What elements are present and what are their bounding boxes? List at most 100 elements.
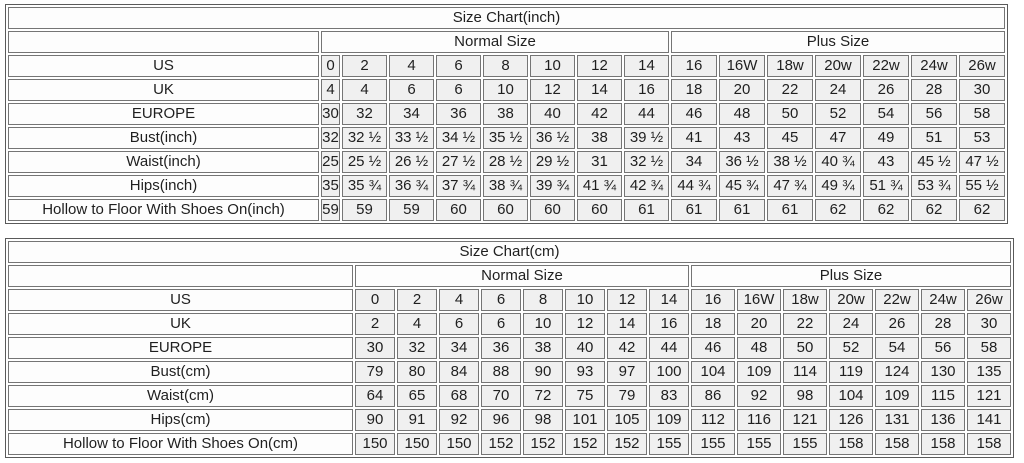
size-value-cell: 26w: [959, 55, 1005, 77]
size-value-cell: 48: [737, 337, 781, 359]
size-value-cell: 38 ½: [767, 151, 813, 173]
size-value-cell: 12: [530, 79, 575, 101]
size-value-cell: 98: [783, 385, 827, 407]
size-value-cell: 131: [875, 409, 919, 431]
size-value-cell: 96: [481, 409, 521, 431]
size-value-cell: 109: [737, 361, 781, 383]
size-value-cell: 150: [397, 433, 437, 455]
row-label: Hips(inch): [8, 175, 319, 197]
size-value-cell: 56: [921, 337, 965, 359]
corner-cell: [8, 265, 353, 287]
size-value-cell: 40: [565, 337, 605, 359]
size-value-cell: 16: [649, 313, 689, 335]
normal-size-header: Normal Size: [321, 31, 669, 53]
size-value-cell: 36: [436, 103, 481, 125]
size-value-cell: 52: [815, 103, 861, 125]
size-value-cell: 34: [439, 337, 479, 359]
size-value-cell: 51 ¾: [863, 175, 909, 197]
size-value-cell: 92: [737, 385, 781, 407]
size-value-cell: 36 ½: [530, 127, 575, 149]
size-value-cell: 59: [389, 199, 434, 221]
size-value-cell: 36: [481, 337, 521, 359]
size-value-cell: 60: [530, 199, 575, 221]
size-value-cell: 6: [436, 55, 481, 77]
size-value-cell: 109: [649, 409, 689, 431]
size-value-cell: 83: [649, 385, 689, 407]
size-value-cell: 38: [483, 103, 528, 125]
size-value-cell: 14: [649, 289, 689, 311]
size-value-cell: 55 ½: [959, 175, 1005, 197]
size-value-cell: 2: [342, 55, 387, 77]
size-value-cell: 2: [355, 313, 395, 335]
size-value-cell: 14: [577, 79, 622, 101]
size-value-cell: 150: [355, 433, 395, 455]
size-value-cell: 6: [481, 313, 521, 335]
size-value-cell: 115: [921, 385, 965, 407]
size-value-cell: 60: [436, 199, 481, 221]
size-value-cell: 32: [321, 127, 340, 149]
size-value-cell: 34: [389, 103, 434, 125]
size-value-cell: 20: [719, 79, 765, 101]
size-value-cell: 0: [355, 289, 395, 311]
size-value-cell: 26w: [967, 289, 1011, 311]
size-value-cell: 155: [783, 433, 827, 455]
size-value-cell: 10: [565, 289, 605, 311]
size-chart-cm-header: Size Chart(cm) Normal Size Plus Size: [8, 241, 1011, 287]
size-value-cell: 35 ¾: [342, 175, 387, 197]
size-value-cell: 152: [565, 433, 605, 455]
size-value-cell: 62: [863, 199, 909, 221]
row-label: Waist(inch): [8, 151, 319, 173]
size-value-cell: 141: [967, 409, 1011, 431]
size-value-cell: 54: [875, 337, 919, 359]
size-value-cell: 60: [577, 199, 622, 221]
size-value-cell: 32 ½: [342, 127, 387, 149]
row-label: EUROPE: [8, 103, 319, 125]
table-row: US 0 2 4 6 8 10 12 14 16 16W 18w 20w 22w 24w 26w: [8, 55, 1005, 77]
size-value-cell: 136: [921, 409, 965, 431]
row-label: Waist(cm): [8, 385, 353, 407]
size-value-cell: 2: [397, 289, 437, 311]
size-value-cell: 25 ½: [342, 151, 387, 173]
size-value-cell: 50: [783, 337, 827, 359]
size-value-cell: 88: [481, 361, 521, 383]
size-value-cell: 58: [959, 103, 1005, 125]
size-value-cell: 16W: [737, 289, 781, 311]
row-label: Bust(inch): [8, 127, 319, 149]
size-value-cell: 6: [439, 313, 479, 335]
size-value-cell: 155: [737, 433, 781, 455]
size-value-cell: 40 ¾: [815, 151, 861, 173]
size-chart-inch-table: Size Chart(inch) Normal Size Plus Size U…: [5, 4, 1008, 224]
size-value-cell: 105: [607, 409, 647, 431]
table-row: UK 2 4 6 6 10 12 14 16 18 20 22 24 26 28 30: [8, 313, 1011, 335]
size-value-cell: 70: [481, 385, 521, 407]
size-value-cell: 35 ½: [483, 127, 528, 149]
size-value-cell: 158: [829, 433, 873, 455]
size-value-cell: 119: [829, 361, 873, 383]
size-value-cell: 16W: [719, 55, 765, 77]
size-value-cell: 152: [607, 433, 647, 455]
size-value-cell: 4: [439, 289, 479, 311]
size-value-cell: 52: [829, 337, 873, 359]
size-value-cell: 48: [719, 103, 765, 125]
row-label: Bust(cm): [8, 361, 353, 383]
size-value-cell: 158: [921, 433, 965, 455]
size-value-cell: 29 ½: [530, 151, 575, 173]
size-value-cell: 98: [523, 409, 563, 431]
size-value-cell: 32: [342, 103, 387, 125]
size-value-cell: 152: [481, 433, 521, 455]
size-value-cell: 41 ¾: [577, 175, 622, 197]
size-value-cell: 45: [767, 127, 813, 149]
size-value-cell: 22: [767, 79, 813, 101]
size-value-cell: 62: [815, 199, 861, 221]
size-value-cell: 155: [649, 433, 689, 455]
size-value-cell: 22w: [875, 289, 919, 311]
size-value-cell: 150: [439, 433, 479, 455]
size-value-cell: 24w: [911, 55, 957, 77]
size-value-cell: 24w: [921, 289, 965, 311]
size-value-cell: 31: [577, 151, 622, 173]
row-label: Hips(cm): [8, 409, 353, 431]
size-value-cell: 18: [671, 79, 717, 101]
size-value-cell: 61: [624, 199, 669, 221]
size-value-cell: 101: [565, 409, 605, 431]
